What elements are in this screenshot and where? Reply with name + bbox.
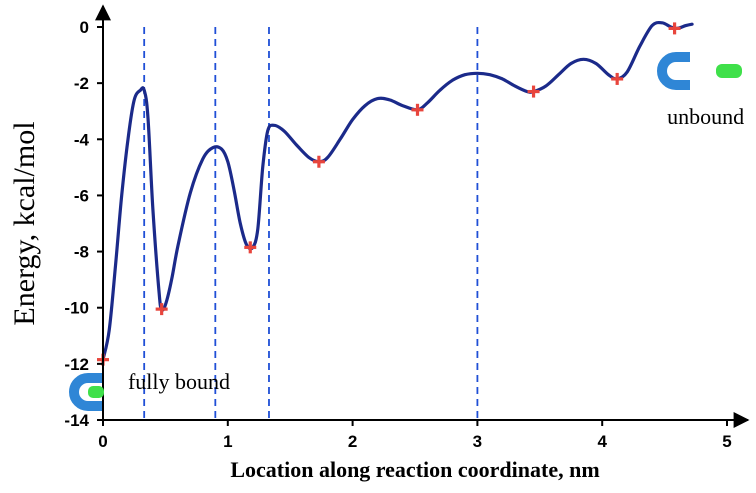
minimum-marker bbox=[611, 72, 624, 85]
x-tick-label: 5 bbox=[722, 432, 731, 451]
ligand-shape bbox=[716, 64, 742, 78]
y-tick-label: -14 bbox=[64, 411, 89, 430]
receptor-shape bbox=[69, 373, 102, 411]
minimum-marker bbox=[668, 22, 681, 35]
ligand-shape bbox=[88, 386, 104, 398]
text-group: Location along reaction coordinate, nm En… bbox=[8, 104, 744, 482]
unbound-icon bbox=[657, 52, 690, 90]
icon-group bbox=[69, 52, 742, 411]
minimum-marker bbox=[411, 103, 424, 116]
y-tick-label: -2 bbox=[74, 74, 89, 93]
y-tick-label: 0 bbox=[80, 18, 89, 37]
x-tick-label: 4 bbox=[597, 432, 607, 451]
energy-curve bbox=[101, 20, 694, 362]
minimum-marker bbox=[155, 303, 168, 316]
minimum-marker bbox=[312, 155, 325, 168]
minimum-marker bbox=[527, 85, 540, 98]
y-tick-label: -6 bbox=[74, 186, 89, 205]
minimum-marker bbox=[244, 241, 257, 254]
minima-marker-group bbox=[97, 22, 681, 366]
receptor-shape bbox=[657, 52, 690, 90]
x-tick-label: 2 bbox=[348, 432, 357, 451]
fully-bound-label: fully bound bbox=[128, 369, 230, 394]
x-axis-title: Location along reaction coordinate, nm bbox=[230, 457, 599, 482]
y-tick-label: -12 bbox=[64, 355, 89, 374]
dashed-line-group bbox=[143, 27, 479, 420]
energy-curve-group bbox=[101, 20, 694, 362]
y-tick-label: -8 bbox=[74, 243, 89, 262]
x-tick-label: 3 bbox=[473, 432, 482, 451]
y-tick-label: -10 bbox=[64, 299, 89, 318]
fully-bound-icon bbox=[69, 373, 104, 411]
y-axis-title: Energy, kcal/mol bbox=[8, 121, 41, 325]
unbound-label: unbound bbox=[667, 104, 744, 129]
x-tick-label: 1 bbox=[223, 432, 232, 451]
axes-group bbox=[95, 4, 750, 428]
tick-label-group: 0 -2 -4 -6 -8 -10 -12 -14 0 1 2 3 4 5 bbox=[64, 18, 731, 451]
y-tick-label: -4 bbox=[74, 130, 90, 149]
x-tick-label: 0 bbox=[98, 432, 107, 451]
